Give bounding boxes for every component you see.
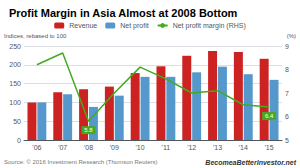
svg-text:'10: '10 xyxy=(136,144,145,151)
svg-text:Source: © 2016 Investment Rese: Source: © 2016 Investment Research (Thom… xyxy=(4,159,158,165)
svg-text:250: 250 xyxy=(9,43,21,50)
svg-text:Net profit margin (RHS): Net profit margin (RHS) xyxy=(173,22,246,30)
svg-text:100: 100 xyxy=(9,99,21,106)
svg-text:6.4: 6.4 xyxy=(265,113,274,119)
svg-text:150: 150 xyxy=(9,80,21,87)
svg-text:0: 0 xyxy=(17,137,21,144)
svg-text:'07: '07 xyxy=(58,144,67,151)
svg-text:(%): (%) xyxy=(287,33,296,39)
svg-text:'06: '06 xyxy=(32,144,41,151)
svg-text:Net profit: Net profit xyxy=(120,22,148,30)
svg-text:'14: '14 xyxy=(239,144,248,151)
svg-text:6: 6 xyxy=(285,113,289,120)
svg-text:'09: '09 xyxy=(110,144,119,151)
svg-text:200: 200 xyxy=(9,61,21,68)
svg-text:'11: '11 xyxy=(162,144,171,151)
svg-text:Profit Margin in Asia Almost a: Profit Margin in Asia Almost at 2008 Bot… xyxy=(9,7,238,19)
svg-text:Revenue: Revenue xyxy=(69,22,97,29)
svg-text:Indices, rebased to 100: Indices, rebased to 100 xyxy=(4,33,67,39)
svg-text:7: 7 xyxy=(285,90,289,97)
svg-text:'08: '08 xyxy=(84,144,93,151)
svg-text:5: 5 xyxy=(285,137,289,144)
svg-text:50: 50 xyxy=(13,118,21,125)
svg-text:'13: '13 xyxy=(213,144,222,151)
svg-text:5.8: 5.8 xyxy=(84,127,93,133)
svg-text:BecomeaBetterInvestor.net: BecomeaBetterInvestor.net xyxy=(205,159,296,166)
svg-text:9: 9 xyxy=(285,43,289,50)
svg-text:'15: '15 xyxy=(265,144,274,151)
svg-text:'12: '12 xyxy=(187,144,196,151)
svg-text:8: 8 xyxy=(285,66,289,73)
